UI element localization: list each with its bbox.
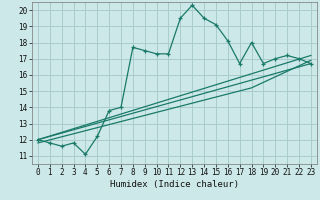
X-axis label: Humidex (Indice chaleur): Humidex (Indice chaleur) bbox=[110, 180, 239, 189]
